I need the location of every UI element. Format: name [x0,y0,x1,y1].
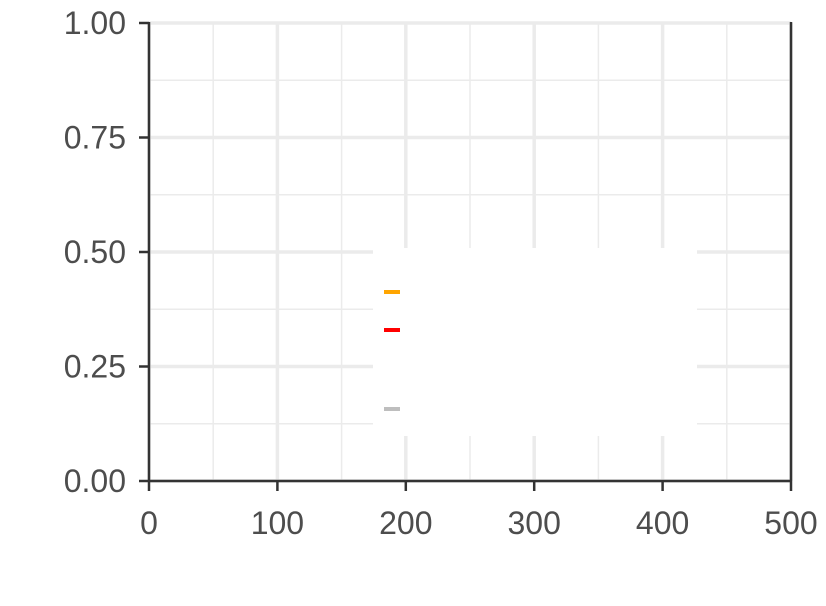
y-tick-label: 0.75 [64,120,126,156]
legend [384,290,400,411]
x-tick-label: 0 [140,505,158,541]
legend-box [373,248,697,436]
x-tick-label: 500 [764,505,817,541]
y-tick-label: 0.00 [64,463,126,499]
y-axis-ticks: 0.00 0.25 0.50 0.75 1.00 [64,5,149,499]
x-tick-label: 100 [251,505,304,541]
y-tick-label: 0.50 [64,234,126,270]
x-tick-label: 200 [379,505,432,541]
y-tick-label: 1.00 [64,5,126,41]
x-tick-label: 400 [636,505,689,541]
y-tick-label: 0.25 [64,349,126,385]
x-tick-label: 300 [508,505,561,541]
x-axis-ticks: 0 100 200 300 400 500 [140,481,818,541]
